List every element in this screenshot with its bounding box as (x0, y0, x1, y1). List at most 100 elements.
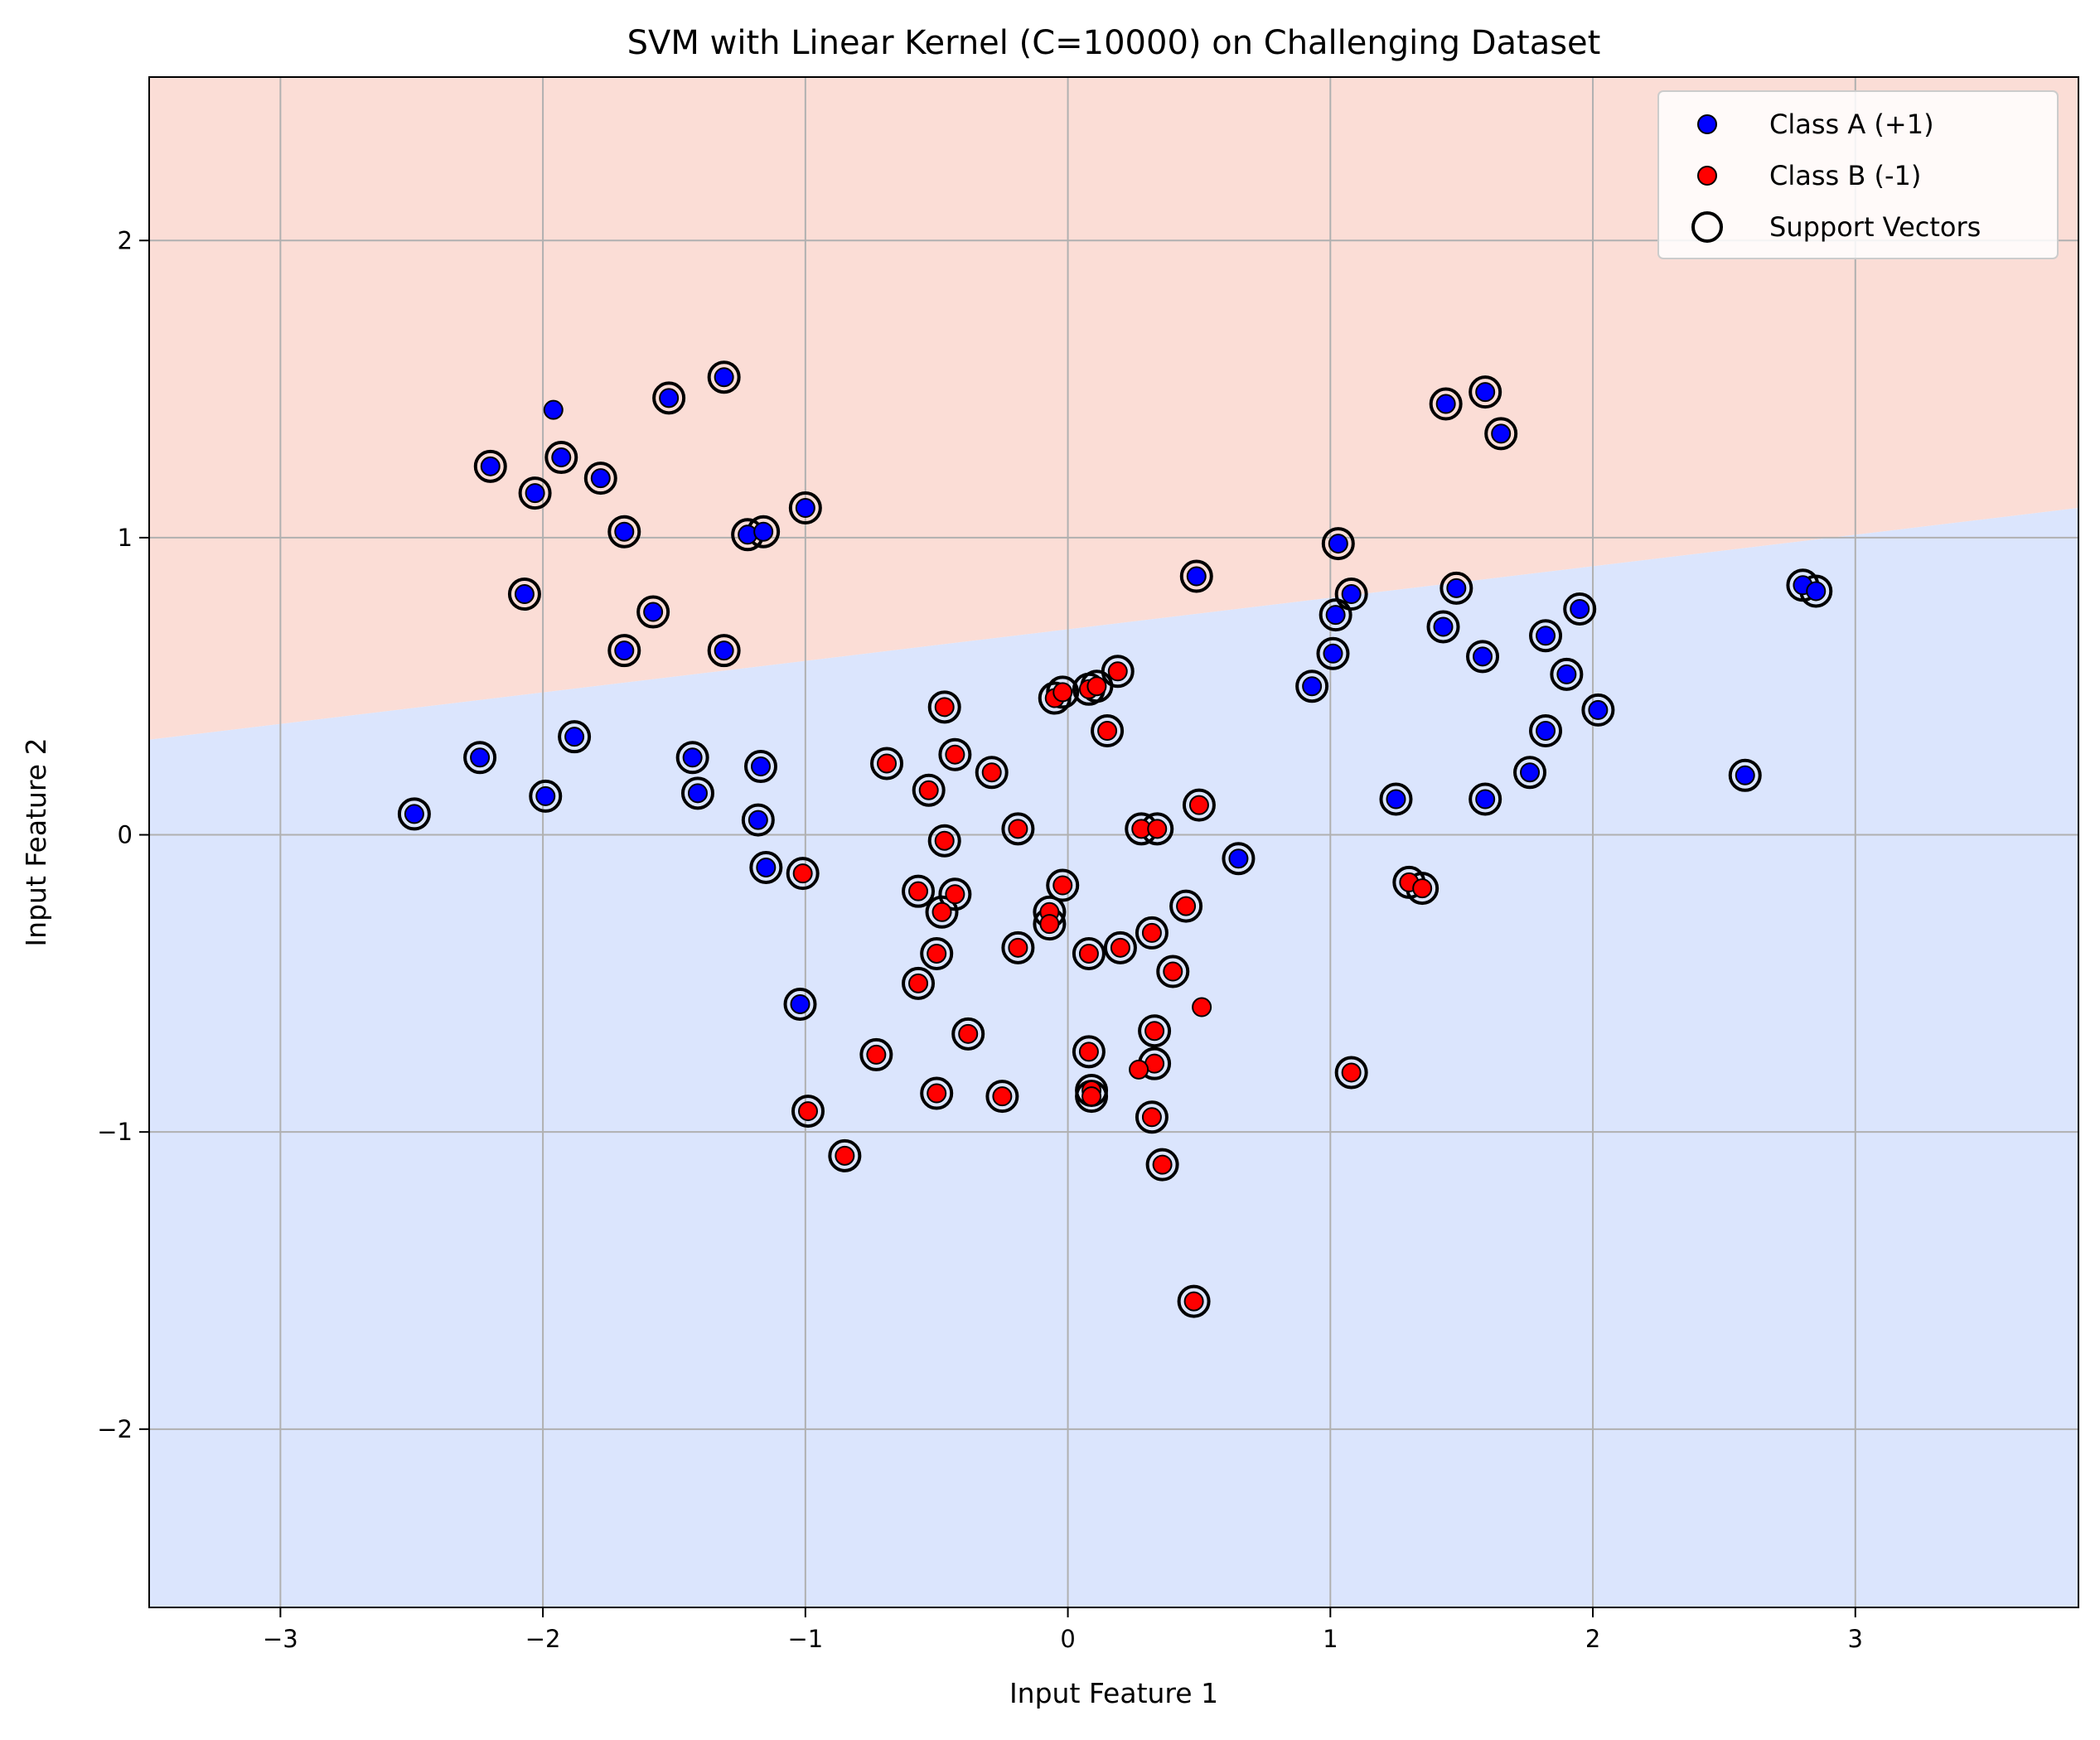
support-vector-ring (1179, 559, 1213, 593)
class-b-point (1192, 997, 1212, 1017)
support-vector-ring (1156, 955, 1190, 988)
class-b-point (1086, 676, 1107, 697)
support-vector-ring (473, 449, 507, 483)
support-vector-ring (1429, 387, 1463, 421)
class-b-point (958, 1023, 979, 1044)
class-b-point (908, 881, 929, 901)
class-b-point (1129, 1059, 1149, 1080)
class-a-point (1475, 382, 1496, 403)
class-b-point (992, 1086, 1013, 1107)
support-vector-ring (859, 1037, 893, 1071)
x-tick-label: 3 (1848, 1625, 1863, 1653)
class-b-point (1078, 943, 1099, 964)
support-vector-ring (975, 756, 1009, 790)
class-a-point (795, 498, 815, 519)
x-tick-label: 1 (1323, 1625, 1338, 1653)
class-b-point (1078, 1042, 1099, 1062)
class-b-point (1107, 661, 1128, 682)
class-a-point (1446, 578, 1467, 598)
class-b-point (1147, 819, 1168, 839)
legend: Class A (+1) Class B (-1) Support Vector… (1657, 90, 2059, 259)
support-vector-ring (1513, 756, 1547, 790)
x-tick-label: −2 (525, 1625, 561, 1653)
support-vector-ring (675, 741, 709, 775)
class-a-point (1228, 848, 1249, 869)
legend-marker-class-a (1697, 114, 1717, 134)
support-vector-ring (743, 750, 777, 784)
support-vector-ring (1529, 714, 1563, 748)
y-tick-label: 0 (118, 821, 133, 849)
support-vector-ring (1177, 1284, 1211, 1318)
class-b-point (1183, 1291, 1204, 1312)
x-axis-label: Input Feature 1 (1009, 1677, 1218, 1709)
class-a-region (149, 77, 2078, 740)
class-a-point (790, 993, 810, 1014)
support-vector-ring (788, 491, 822, 525)
support-vector-ring (938, 877, 972, 911)
support-vector-ring (1469, 782, 1502, 816)
support-vector-ring (1103, 930, 1137, 964)
class-a-point (687, 783, 708, 804)
class-b-point (918, 780, 939, 800)
class-a-point (480, 456, 501, 476)
class-b-point (1052, 875, 1073, 896)
class-a-point (614, 521, 635, 542)
class-b-point (945, 884, 965, 905)
class-b-point (1039, 914, 1060, 935)
support-vector-ring (707, 634, 741, 668)
class-b-point (1144, 1021, 1165, 1042)
support-vector-ring (791, 1095, 825, 1129)
class-b-point (1008, 819, 1028, 839)
y-tick-label: −1 (97, 1118, 133, 1146)
class-a-point (1536, 721, 1556, 742)
class-b-point (1052, 682, 1073, 703)
class-a-point (682, 747, 703, 768)
support-vector-ring (1581, 693, 1615, 727)
support-vector-ring (927, 824, 961, 858)
support-vector-ring (607, 515, 641, 549)
support-vector-ring (529, 779, 563, 813)
class-a-point (643, 602, 664, 622)
class-a-point (1491, 423, 1512, 444)
support-vector-ring (783, 987, 817, 1021)
legend-label-support-vectors: Support Vectors (1769, 211, 1981, 243)
support-vector-ring (1046, 868, 1080, 902)
class-a-point (514, 584, 535, 605)
support-vector-ring (1426, 610, 1460, 644)
y-tick-label: −2 (97, 1415, 133, 1443)
plot-frame (148, 76, 2079, 1608)
support-vector-ring (1379, 782, 1413, 816)
support-vector-ring (1138, 1014, 1172, 1048)
class-a-point (1475, 789, 1496, 810)
support-vector-ring (518, 476, 552, 510)
legend-marker-class-b (1697, 166, 1717, 186)
class-b-point (1341, 1062, 1362, 1083)
support-vector-ring (1321, 527, 1355, 561)
support-vector-ring (828, 1138, 862, 1172)
class-a-point (714, 367, 734, 388)
support-vector-ring (902, 966, 936, 1000)
y-axis-label: Input Feature 2 (20, 737, 52, 946)
y-tick-label: 1 (118, 524, 133, 552)
class-b-point (866, 1044, 887, 1065)
class-b-region (149, 508, 2078, 1608)
support-vector-ring (1469, 375, 1502, 409)
support-vector-ring (920, 1076, 954, 1110)
class-a-point (714, 640, 734, 661)
x-tick-label: 2 (1585, 1625, 1600, 1653)
class-a-point (470, 747, 491, 768)
class-b-point (1412, 878, 1433, 899)
support-vector-ring (1182, 788, 1216, 822)
support-vector-ring (912, 773, 946, 807)
class-b-point (1141, 1107, 1162, 1128)
support-vector-ring (1466, 640, 1500, 674)
y-tick-label: 2 (118, 226, 133, 254)
class-a-point (525, 483, 545, 504)
class-a-point (1556, 664, 1577, 684)
legend-marker-support-vectors (1691, 211, 1723, 243)
support-vector-ring (749, 850, 783, 884)
class-a-point (1433, 616, 1454, 637)
support-vector-ring (1072, 936, 1106, 970)
class-b-point (1176, 896, 1197, 916)
